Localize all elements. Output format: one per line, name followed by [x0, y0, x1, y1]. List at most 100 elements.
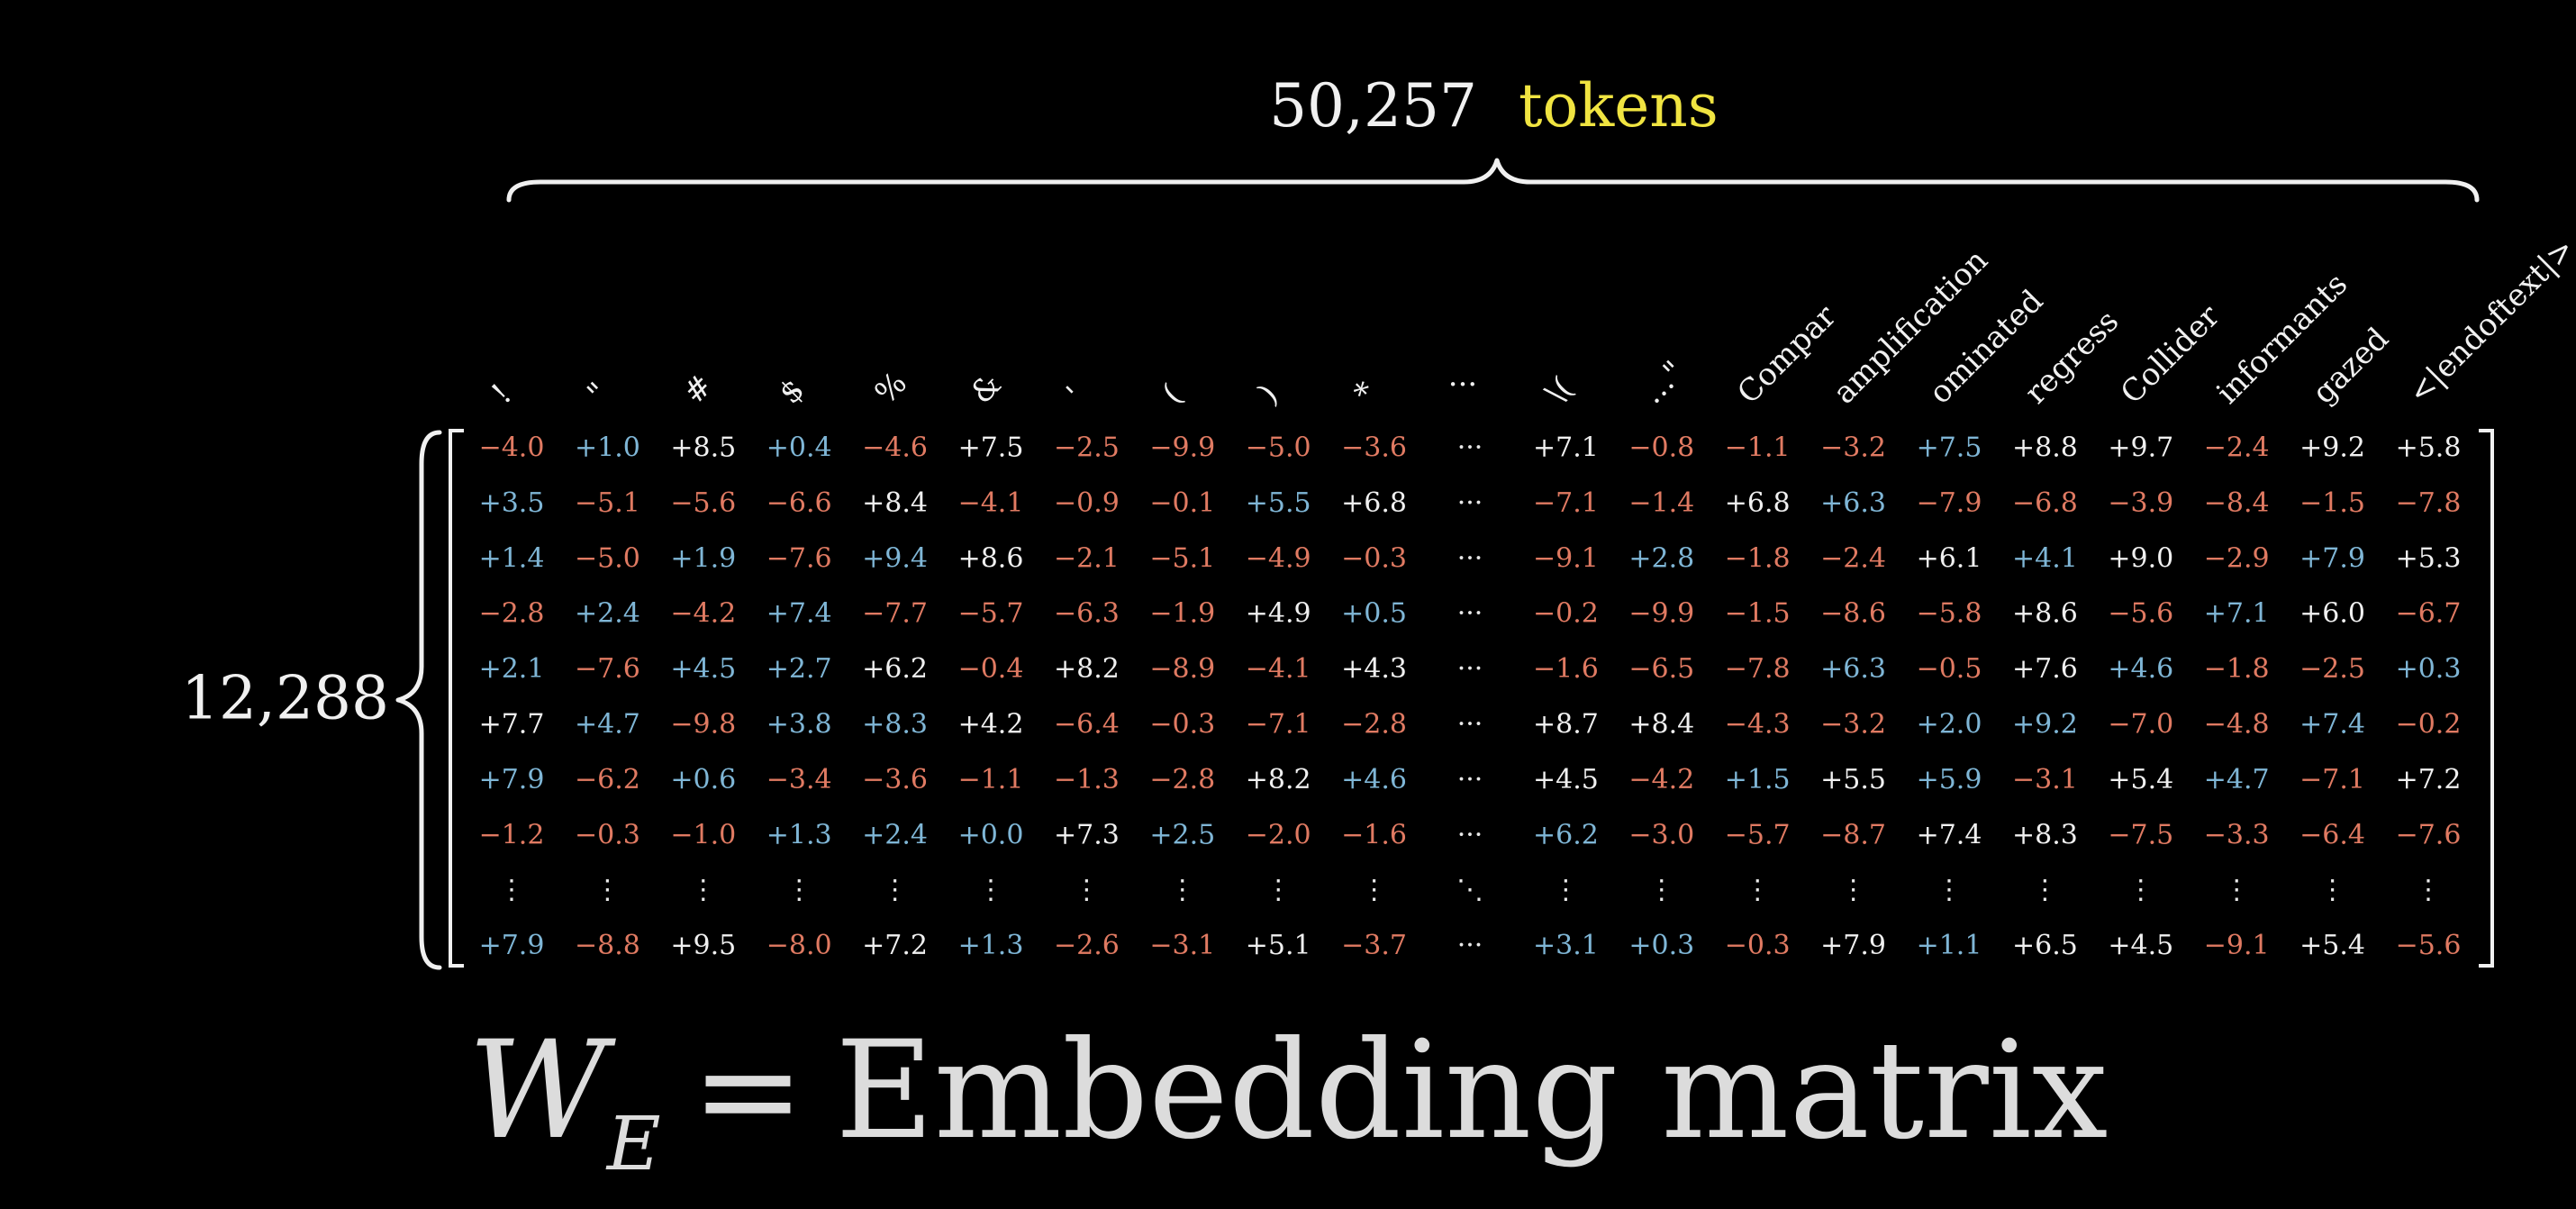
matrix-cell: +9.2: [2012, 709, 2078, 741]
matrix-cell: −3.0: [1628, 819, 1694, 850]
matrix-cell: ···: [1457, 709, 1483, 741]
matrix-cell: +7.9: [479, 930, 545, 961]
matrix-cell: +4.5: [2108, 930, 2173, 961]
matrix-cell: ⋮: [1840, 875, 1867, 906]
matrix-cell: +5.9: [1917, 764, 1982, 795]
column-header: $: [772, 372, 812, 412]
matrix-right-bracket: [2479, 429, 2494, 968]
matrix-cell: ⋮: [1648, 875, 1675, 906]
matrix-cell: +0.4: [766, 432, 832, 464]
matrix-cell: −6.3: [1054, 598, 1120, 630]
matrix-cell: +4.5: [670, 653, 736, 685]
matrix-cell: +4.5: [1533, 764, 1599, 795]
matrix-cell: −6.2: [575, 764, 640, 795]
matrix-cell: +5.4: [2108, 764, 2173, 795]
matrix-cell: −8.4: [2204, 487, 2270, 519]
matrix-cell: −5.6: [2396, 930, 2462, 961]
matrix-cell: −2.5: [1054, 432, 1120, 464]
matrix-cell: −1.5: [1725, 598, 1791, 630]
matrix-cell: +4.6: [2108, 653, 2173, 685]
matrix-cell: −0.2: [1533, 598, 1599, 630]
matrix-cell: +8.6: [958, 542, 1024, 574]
matrix-cell: −4.0: [479, 432, 545, 464]
matrix-cell: +8.4: [1628, 709, 1694, 741]
matrix-cell: −3.3: [2204, 819, 2270, 850]
matrix-cell: −6.6: [766, 487, 832, 519]
matrix-cell: ⋮: [2031, 875, 2058, 906]
matrix-cell: ⋮: [690, 875, 717, 906]
matrix-cell: ···: [1457, 764, 1483, 795]
matrix-cell: −7.8: [2396, 487, 2462, 519]
matrix-cell: −2.4: [2204, 432, 2270, 464]
matrix-cell: +4.9: [1246, 598, 1311, 630]
matrix-cell: +0.5: [1341, 598, 1407, 630]
matrix-cell: +7.9: [479, 764, 545, 795]
matrix-cell: −3.9: [2108, 487, 2173, 519]
matrix-cell: −2.0: [1246, 819, 1311, 850]
matrix-cell: ⋮: [1936, 875, 1963, 906]
matrix-cell: +1.0: [575, 432, 640, 464]
matrix-cell: −3.7: [1341, 930, 1407, 961]
matrix-cell: +7.2: [862, 930, 928, 961]
matrix-cell: ···: [1457, 487, 1483, 519]
matrix-cell: +8.3: [2012, 819, 2078, 850]
matrix-cell: +6.2: [862, 653, 928, 685]
matrix-cell: +8.2: [1054, 653, 1120, 685]
column-header: ···: [1448, 367, 1477, 403]
matrix-cell: ⋮: [1265, 875, 1292, 906]
matrix-cell: −4.9: [1246, 542, 1311, 574]
matrix-cell: +3.8: [766, 709, 832, 741]
matrix-cell: ⋮: [1744, 875, 1771, 906]
matrix-cell: −7.6: [766, 542, 832, 574]
matrix-cell: −5.7: [958, 598, 1024, 630]
matrix-cell: +6.3: [1820, 487, 1886, 519]
matrix-cell: +2.7: [766, 653, 832, 685]
matrix-cell: ⋮: [1169, 875, 1196, 906]
matrix-cell: −7.1: [1246, 709, 1311, 741]
matrix-cell: −5.1: [1149, 542, 1215, 574]
matrix-cell: +5.5: [1246, 487, 1311, 519]
matrix-cell: ⋮: [498, 875, 525, 906]
dimension-count-label: 12,288: [181, 664, 389, 733]
matrix-cell: +0.0: [958, 819, 1024, 850]
matrix-cell: −0.3: [1149, 709, 1215, 741]
matrix-cell: +2.1: [479, 653, 545, 685]
column-header: ': [1059, 379, 1091, 411]
matrix-cell: −7.6: [575, 653, 640, 685]
column-header: ): [1251, 377, 1285, 412]
matrix-cell: −1.1: [1725, 432, 1791, 464]
matrix-cell: +2.0: [1917, 709, 1982, 741]
matrix-cell: +7.9: [1820, 930, 1886, 961]
matrix-cell: −8.0: [766, 930, 832, 961]
matrix-cell: +7.4: [2299, 709, 2365, 741]
matrix-cell: +4.7: [2204, 764, 2270, 795]
matrix-cell: −2.8: [479, 598, 545, 630]
matrix-cell: −7.0: [2108, 709, 2173, 741]
matrix-cell: −1.4: [1628, 487, 1694, 519]
matrix-cell: +4.1: [2012, 542, 2078, 574]
matrix-cell: +8.4: [862, 487, 928, 519]
matrix-cell: ···: [1457, 598, 1483, 630]
matrix-cell: −5.1: [575, 487, 640, 519]
matrix-cell: ⋮: [882, 875, 909, 906]
matrix-cell: −9.9: [1149, 432, 1215, 464]
matrix-cell: −7.5: [2108, 819, 2173, 850]
matrix-cell: −2.6: [1054, 930, 1120, 961]
matrix-cell: −1.2: [479, 819, 545, 850]
matrix-cell: ⋮: [2223, 875, 2250, 906]
matrix-cell: −8.6: [1820, 598, 1886, 630]
matrix-cell: −6.4: [2299, 819, 2365, 850]
column-header: &: [964, 367, 1009, 412]
matrix-cell: +6.2: [1533, 819, 1599, 850]
matrix-cell: −9.1: [2204, 930, 2270, 961]
matrix-cell: ⋮: [2319, 875, 2346, 906]
token-count-label: 50,257: [1269, 71, 1477, 141]
matrix-cell: +8.6: [2012, 598, 2078, 630]
matrix-cell: +2.5: [1149, 819, 1215, 850]
matrix-cell: −1.8: [1725, 542, 1791, 574]
column-header: Compar: [1730, 298, 1844, 412]
matrix-cell: −6.5: [1628, 653, 1694, 685]
matrix-cell: −0.2: [2396, 709, 2462, 741]
matrix-cell: +7.2: [2396, 764, 2462, 795]
